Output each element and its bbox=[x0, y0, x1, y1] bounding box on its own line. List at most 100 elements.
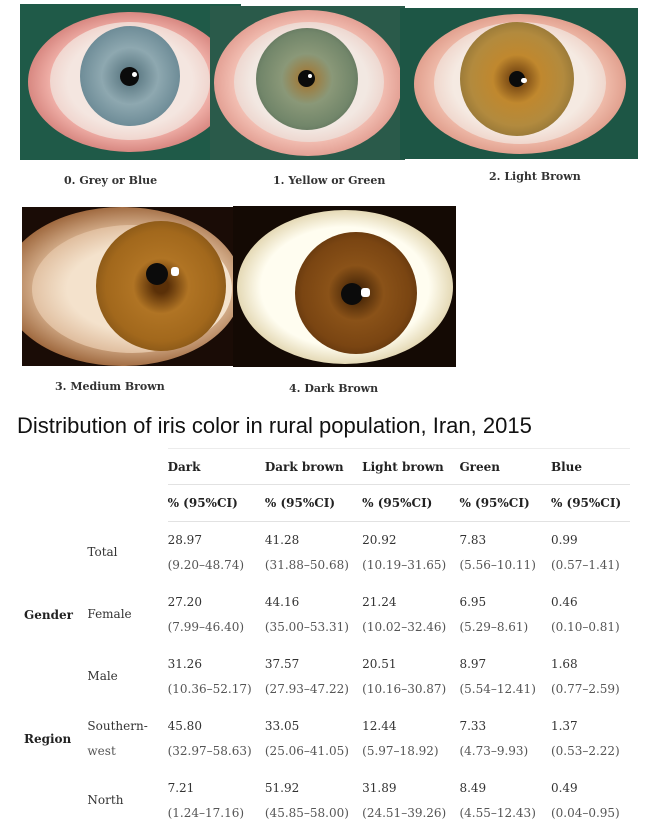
cell-value: 44.16 bbox=[264, 594, 300, 609]
column-header-dark-brown: Dark brown bbox=[264, 448, 363, 485]
table-row-north: North 7.21 (1.24–17.16) 51.92 (45.85–58.00… bbox=[15, 770, 630, 832]
row-label: Male bbox=[87, 646, 167, 708]
cell-value: 33.05 bbox=[264, 718, 300, 733]
cell-ci: (5.56–10.11) bbox=[459, 557, 536, 572]
cell-value: 6.95 bbox=[459, 594, 487, 609]
column-header-dark: Dark bbox=[167, 448, 265, 485]
column-header-green: Green bbox=[459, 448, 551, 485]
column-header-light-brown: Light brown bbox=[362, 448, 460, 485]
cell-light-brown: 31.89 (24.51–39.26) bbox=[362, 770, 459, 832]
caption-dark-brown: 4. Dark Brown bbox=[289, 382, 379, 395]
cell-value: 20.92 bbox=[362, 532, 397, 547]
row-label-line2: west bbox=[87, 743, 116, 758]
cell-value: 51.92 bbox=[264, 780, 300, 795]
cell-value: 27.20 bbox=[167, 594, 202, 609]
cell-green: 6.95 (5.29–8.61) bbox=[459, 584, 551, 646]
cell-ci: (4.73–9.93) bbox=[459, 743, 529, 758]
table-subheader-row: % (95%CI) % (95%CI) % (95%CI) % (95%CI) … bbox=[15, 484, 630, 522]
subheader-dark-brown: % (95%CI) bbox=[264, 484, 363, 522]
row-group: Region bbox=[24, 731, 72, 746]
cell-light-brown: 20.92 (10.19–31.65) bbox=[362, 522, 459, 584]
cell-value: 1.37 bbox=[550, 718, 578, 733]
iris-photo-light-brown bbox=[400, 8, 638, 159]
cell-value: 7.83 bbox=[459, 532, 487, 547]
cell-ci: (0.57–1.41) bbox=[550, 557, 620, 572]
row-label-line1: North bbox=[87, 793, 124, 807]
cell-dark-brown: 33.05 (25.06–41.05) bbox=[265, 708, 362, 770]
iris-photo-dark-brown bbox=[233, 206, 456, 367]
cell-ci: (24.51–39.26) bbox=[362, 805, 447, 820]
cell-blue: 0.49 (0.04–0.95) bbox=[551, 770, 630, 832]
cell-dark: 45.80 (32.97–58.63) bbox=[168, 708, 265, 770]
cell-value: 28.97 bbox=[167, 532, 202, 547]
cell-green: 7.83 (5.56–10.11) bbox=[459, 522, 551, 584]
table-header-row: Dark Dark brown Light brown Green Blue bbox=[15, 448, 630, 485]
cell-blue: 1.37 (0.53–2.22) bbox=[551, 708, 630, 770]
row-label-line1: Female bbox=[87, 607, 132, 621]
cell-light-brown: 21.24 (10.02–32.46) bbox=[362, 584, 459, 646]
cell-ci: (27.93–47.22) bbox=[264, 681, 349, 696]
cell-blue: 0.99 (0.57–1.41) bbox=[551, 522, 630, 584]
caption-light-brown: 2. Light Brown bbox=[489, 170, 581, 183]
cell-value: 0.99 bbox=[550, 532, 578, 547]
cell-green: 7.33 (4.73–9.93) bbox=[459, 708, 551, 770]
table-row-southern-west: Region Southern-west 45.80 (32.97–58.63) … bbox=[15, 708, 630, 770]
cell-dark-brown: 51.92 (45.85–58.00) bbox=[265, 770, 362, 832]
cell-ci: (0.04–0.95) bbox=[550, 805, 620, 820]
header-empty-label bbox=[87, 449, 167, 485]
cell-ci: (0.77–2.59) bbox=[550, 681, 620, 696]
table-title: Distribution of iris color in rural popu… bbox=[17, 413, 532, 438]
row-label-line1: Male bbox=[87, 669, 118, 683]
row-label-line1: Total bbox=[87, 545, 118, 559]
subheader-blue: % (95%CI) bbox=[550, 484, 630, 522]
cell-dark-brown: 44.16 (35.00–53.31) bbox=[265, 584, 362, 646]
cell-value: 31.26 bbox=[167, 656, 202, 671]
cell-value: 21.24 bbox=[362, 594, 397, 609]
cell-ci: (4.55–12.43) bbox=[459, 805, 536, 820]
cell-ci: (0.53–2.22) bbox=[550, 743, 620, 758]
cell-dark: 7.21 (1.24–17.16) bbox=[168, 770, 265, 832]
row-label: North bbox=[87, 770, 167, 832]
cell-value: 41.28 bbox=[264, 532, 300, 547]
column-header-blue: Blue bbox=[550, 448, 630, 485]
caption-medium-brown: 3. Medium Brown bbox=[55, 380, 165, 393]
cell-dark-brown: 37.57 (27.93–47.22) bbox=[265, 646, 362, 708]
cell-ci: (45.85–58.00) bbox=[264, 805, 349, 820]
subheader-empty-group bbox=[15, 485, 87, 522]
cell-ci: (0.10–0.81) bbox=[550, 619, 620, 634]
table-row-total: Total 28.97 (9.20–48.74) 41.28 (31.88–50.6… bbox=[15, 522, 630, 584]
cell-ci: (5.97–18.92) bbox=[362, 743, 439, 758]
row-group bbox=[15, 646, 87, 708]
cell-ci: (5.29–8.61) bbox=[459, 619, 529, 634]
cell-value: 7.33 bbox=[459, 718, 487, 733]
cell-value: 0.49 bbox=[550, 780, 578, 795]
cell-dark-brown: 41.28 (31.88–50.68) bbox=[265, 522, 362, 584]
subheader-empty-label bbox=[87, 485, 167, 522]
cell-dark: 27.20 (7.99–46.40) bbox=[168, 584, 265, 646]
cell-green: 8.49 (4.55–12.43) bbox=[459, 770, 551, 832]
table-row-male: Male 31.26 (10.36–52.17) 37.57 (27.93–47.2… bbox=[15, 646, 630, 708]
iris-photo-medium-brown bbox=[22, 207, 235, 366]
cell-blue: 1.68 (0.77–2.59) bbox=[551, 646, 630, 708]
cell-value: 37.57 bbox=[264, 656, 300, 671]
row-group: Gender bbox=[24, 607, 73, 622]
cell-value: 1.68 bbox=[550, 656, 578, 671]
row-group bbox=[15, 522, 87, 584]
cell-dark: 28.97 (9.20–48.74) bbox=[168, 522, 265, 584]
subheader-light-brown: % (95%CI) bbox=[362, 484, 460, 522]
cell-ci: (32.97–58.63) bbox=[167, 743, 252, 758]
cell-value: 8.97 bbox=[459, 656, 487, 671]
subheader-green: % (95%CI) bbox=[459, 484, 551, 522]
cell-ci: (31.88–50.68) bbox=[264, 557, 349, 572]
row-label-line1: Southern- bbox=[87, 718, 148, 733]
cell-ci: (35.00–53.31) bbox=[264, 619, 349, 634]
table-row-female: Gender Female 27.20 (7.99–46.40) 44.16 (35… bbox=[15, 584, 630, 646]
caption-grey-blue: 0. Grey or Blue bbox=[64, 174, 158, 187]
cell-light-brown: 20.51 (10.16–30.87) bbox=[362, 646, 459, 708]
cell-ci: (5.54–12.41) bbox=[459, 681, 536, 696]
cell-light-brown: 12.44 (5.97–18.92) bbox=[362, 708, 459, 770]
cell-blue: 0.46 (0.10–0.81) bbox=[551, 584, 630, 646]
cell-ci: (10.19–31.65) bbox=[362, 557, 447, 572]
caption-yellow-green: 1. Yellow or Green bbox=[273, 174, 386, 187]
cell-ci: (1.24–17.16) bbox=[167, 805, 245, 820]
